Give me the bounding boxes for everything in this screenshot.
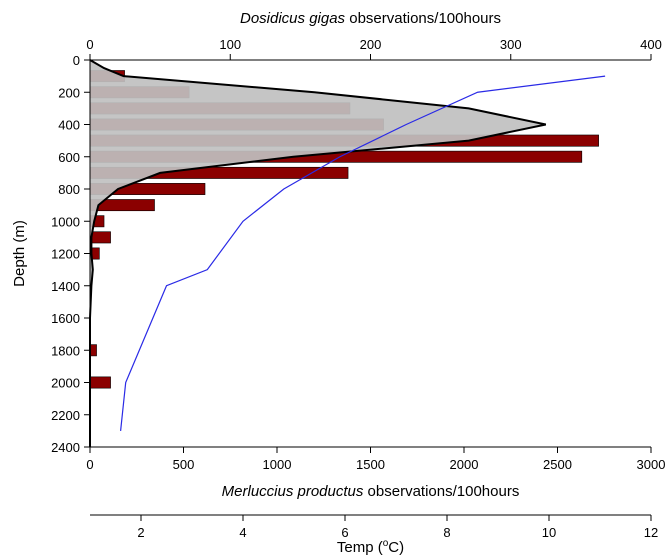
bottom-tick-label: 3000 (637, 457, 666, 472)
temp-tick-label: 2 (137, 525, 144, 540)
temp-tick-label: 12 (644, 525, 658, 540)
bottom-tick-label: 2000 (450, 457, 479, 472)
top-tick-label: 0 (86, 37, 93, 52)
top-tick-label: 100 (219, 37, 241, 52)
y-tick-label: 1400 (51, 279, 80, 294)
y-tick-label: 1200 (51, 247, 80, 262)
top-axis-title: Dosidicus gigas observations/100hours (240, 10, 501, 27)
axes: 0200400600800100012001400160018002000220… (11, 10, 665, 556)
temp-tick-label: 8 (443, 525, 450, 540)
dosidicus-area-outline (89, 59, 547, 447)
y-tick-label: 2200 (51, 408, 80, 423)
temp-tick-label: 10 (542, 525, 556, 540)
y-tick-label: 0 (73, 53, 80, 68)
dosidicus-area-fill (90, 60, 546, 447)
top-tick-label: 300 (500, 37, 522, 52)
dosidicus-area (89, 59, 547, 447)
bottom-tick-label: 2500 (543, 457, 572, 472)
temp-axis-title: Temp (oC) (337, 538, 404, 556)
temp-tick-label: 6 (341, 525, 348, 540)
y-tick-label: 800 (58, 182, 80, 197)
bottom-tick-label: 1500 (356, 457, 385, 472)
top-tick-label: 400 (640, 37, 662, 52)
y-tick-label: 1000 (51, 214, 80, 229)
y-axis-title: Depth (m) (11, 220, 28, 287)
temperature-line-path (120, 75, 606, 431)
bar-depth-2000 (89, 376, 111, 389)
y-tick-label: 600 (58, 150, 80, 165)
y-tick-label: 2400 (51, 440, 80, 455)
y-tick-label: 200 (58, 85, 80, 100)
bottom-tick-label: 1000 (263, 457, 292, 472)
bottom-axis-title: Merluccius productus observations/100hou… (222, 483, 520, 500)
y-tick-label: 400 (58, 118, 80, 133)
y-tick-label: 1600 (51, 311, 80, 326)
y-tick-label: 1800 (51, 343, 80, 358)
top-tick-label: 200 (360, 37, 382, 52)
temperature-line (120, 75, 606, 431)
bottom-tick-label: 500 (173, 457, 195, 472)
bottom-tick-label: 0 (86, 457, 93, 472)
y-tick-label: 2000 (51, 376, 80, 391)
temp-tick-label: 4 (239, 525, 246, 540)
